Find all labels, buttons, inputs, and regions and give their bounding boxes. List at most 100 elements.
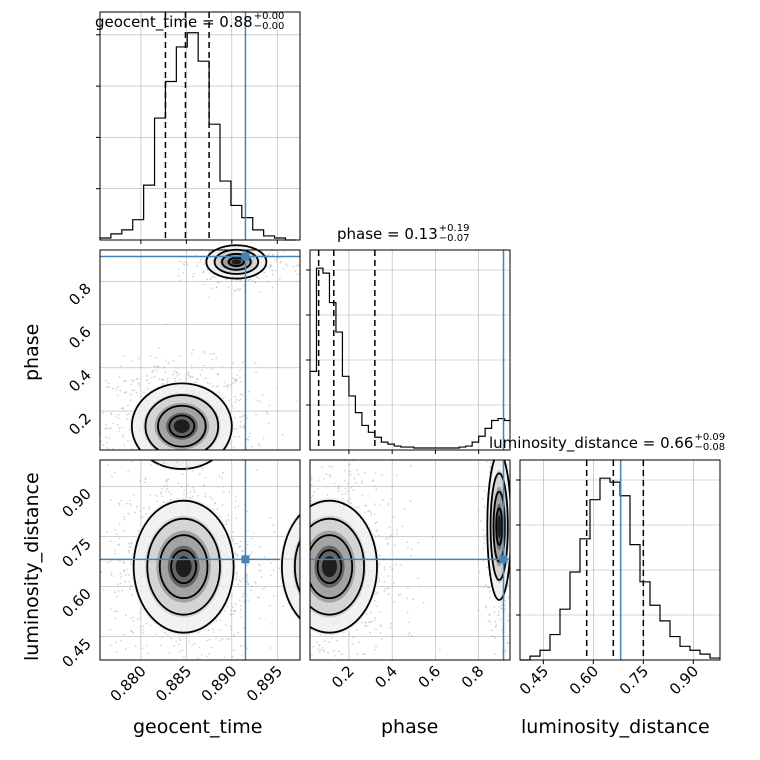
panel-phase-vs-geocent-time-point bbox=[153, 365, 156, 367]
panel-luminosity-distance-vs-geocent-time-point bbox=[132, 619, 135, 622]
panel-luminosity-distance-vs-geocent-time-point bbox=[226, 605, 229, 608]
panel-luminosity-distance-vs-geocent-time-point bbox=[128, 542, 131, 545]
panel-luminosity-distance-vs-geocent-time-contour-0-2 bbox=[158, 534, 209, 600]
panel-luminosity-distance-vs-phase-point bbox=[498, 606, 501, 608]
panel-phase-vs-geocent-time-point bbox=[202, 271, 205, 274]
panel-luminosity-distance-vs-phase-point bbox=[490, 462, 492, 465]
panel-phase-vs-geocent-time-point bbox=[120, 365, 122, 368]
panel-luminosity-distance-vs-phase-point bbox=[336, 639, 338, 642]
panel-phase-vs-geocent-time-point bbox=[239, 369, 241, 372]
panel-luminosity-distance-vs-geocent-time-point bbox=[236, 571, 239, 574]
panel-phase-vs-geocent-time-point bbox=[263, 271, 265, 274]
panel-luminosity-distance-vs-phase-point bbox=[491, 629, 493, 632]
panel-luminosity-distance-vs-geocent-time-point bbox=[246, 543, 249, 546]
panel-phase-vs-geocent-time-point bbox=[269, 264, 271, 267]
panel-phase-vs-geocent-time-point bbox=[105, 386, 108, 389]
panel-phase-vs-geocent-time-point bbox=[232, 382, 235, 385]
panel-luminosity-distance-vs-phase-point bbox=[376, 529, 379, 531]
panel-phase-vs-geocent-time-point bbox=[102, 444, 105, 446]
panel-phase-vs-geocent-time-point bbox=[255, 275, 257, 278]
panel-luminosity-distance-vs-phase-point bbox=[365, 622, 367, 624]
panel-luminosity-distance-vs-geocent-time-point bbox=[223, 609, 226, 612]
panel-luminosity-distance-vs-geocent-time-point bbox=[114, 549, 117, 552]
panel-luminosity-distance-vs-geocent-time-point bbox=[208, 638, 211, 641]
panel-luminosity-distance-vs-geocent-time-point bbox=[197, 657, 199, 660]
panel-luminosity-distance-vs-geocent-time-point bbox=[214, 502, 216, 505]
panel-luminosity-distance-vs-phase-point bbox=[386, 542, 389, 545]
panel-phase-vs-geocent-time-point bbox=[132, 380, 135, 382]
panel-luminosity-distance-vs-phase-point bbox=[350, 501, 352, 504]
panel-luminosity-distance-vs-phase-point bbox=[393, 582, 395, 584]
panel-luminosity-distance-vs-geocent-time-point bbox=[130, 617, 133, 620]
panel-luminosity-distance-vs-phase-point bbox=[403, 508, 406, 510]
panel-luminosity-distance-vs-phase-point bbox=[361, 482, 363, 485]
panel-luminosity-distance-vs-geocent-time-point bbox=[233, 649, 235, 651]
panel-luminosity-distance-vs-geocent-time-point bbox=[145, 622, 148, 625]
panel-luminosity-distance-vs-phase-point bbox=[407, 546, 409, 549]
panel-phase-vs-geocent-time-contour-0-3 bbox=[168, 414, 196, 438]
panel-phase-vs-geocent-time-point bbox=[251, 445, 253, 448]
ylabel-phase: phase bbox=[21, 323, 43, 381]
panel-luminosity-distance-vs-geocent-time-point bbox=[145, 513, 147, 516]
panel-luminosity-distance-vs-phase-point bbox=[375, 605, 378, 608]
panel-phase-vs-geocent-time-point bbox=[138, 384, 141, 387]
panel-phase-vs-geocent-time-point bbox=[107, 382, 110, 385]
panel-luminosity-distance-vs-geocent-time-point bbox=[215, 637, 218, 639]
panel-luminosity-distance-vs-geocent-time-point bbox=[127, 470, 129, 473]
panel-luminosity-distance-vs-geocent-time-point bbox=[134, 511, 136, 514]
panel-phase-vs-geocent-time-point bbox=[246, 417, 249, 420]
panel-phase-vs-geocent-time-point bbox=[203, 364, 206, 367]
panel-luminosity-distance-vs-geocent-time-point bbox=[198, 473, 201, 476]
panel-luminosity-distance-vs-phase-point bbox=[395, 529, 398, 531]
panel-luminosity-distance-vs-geocent-time-point bbox=[115, 533, 118, 536]
panel-phase-vs-geocent-time-point bbox=[222, 396, 225, 399]
panel-luminosity-distance-vs-geocent-time-point bbox=[119, 582, 122, 585]
panel-hist-luminosity-distance-frame bbox=[519, 459, 721, 661]
panel-phase-vs-geocent-time-point bbox=[233, 407, 235, 409]
panel-phase-vs-geocent-time-point bbox=[237, 288, 239, 290]
panel-luminosity-distance-vs-geocent-time-point bbox=[258, 563, 260, 566]
panel-luminosity-distance-vs-geocent-time-point bbox=[192, 488, 195, 491]
panel-luminosity-distance-vs-geocent-time-point bbox=[246, 579, 249, 582]
panel-luminosity-distance-vs-geocent-time-point bbox=[231, 530, 234, 533]
panel-luminosity-distance-vs-geocent-time-point bbox=[175, 640, 178, 643]
panel-luminosity-distance-vs-geocent-time-point bbox=[189, 491, 192, 494]
panel-luminosity-distance-vs-geocent-time-point bbox=[120, 576, 122, 578]
panel-luminosity-distance-vs-geocent-time-point bbox=[118, 504, 121, 506]
panel-luminosity-distance-vs-geocent-time-point bbox=[181, 473, 184, 475]
panel-luminosity-distance-vs-geocent-time-point bbox=[125, 648, 127, 651]
panel-phase-vs-geocent-time-point bbox=[121, 436, 124, 439]
panel-luminosity-distance-vs-phase-point bbox=[387, 502, 390, 505]
panel-luminosity-distance-vs-geocent-time-point bbox=[229, 625, 232, 628]
panel-phase-vs-geocent-time-point bbox=[179, 260, 182, 263]
panel-luminosity-distance-vs-geocent-time-point bbox=[123, 518, 126, 521]
panel-luminosity-distance-vs-geocent-time-point bbox=[167, 491, 170, 493]
panel-luminosity-distance-vs-phase-point bbox=[356, 468, 358, 471]
panel-luminosity-distance-vs-phase-point bbox=[355, 629, 358, 631]
panel-luminosity-distance-vs-phase-point bbox=[351, 643, 354, 645]
panel-luminosity-distance-vs-geocent-time-point bbox=[164, 631, 166, 634]
panel-luminosity-distance-vs-phase-point bbox=[349, 473, 352, 476]
panel-luminosity-distance-vs-phase-point bbox=[491, 635, 494, 637]
panel-luminosity-distance-vs-phase-point bbox=[317, 487, 319, 490]
panel-phase-vs-geocent-time-point bbox=[233, 427, 236, 430]
panel-luminosity-distance-vs-phase-point bbox=[485, 605, 487, 608]
panel-luminosity-distance-vs-geocent-time-point bbox=[216, 508, 219, 511]
panel-luminosity-distance-vs-phase-point bbox=[395, 563, 398, 566]
panel-luminosity-distance-vs-phase-point bbox=[507, 596, 510, 599]
panel-luminosity-distance-vs-geocent-time-point bbox=[136, 618, 139, 621]
panel-luminosity-distance-vs-geocent-time-point bbox=[242, 550, 245, 552]
panel-luminosity-distance-vs-phase-point bbox=[350, 486, 353, 489]
panel-luminosity-distance-vs-geocent-time-point bbox=[147, 652, 150, 655]
panel-phase-vs-geocent-time-point bbox=[187, 371, 190, 374]
panel-luminosity-distance-vs-geocent-time-point bbox=[178, 637, 181, 640]
panel-phase-vs-geocent-time-point bbox=[102, 412, 104, 414]
panel-luminosity-distance-vs-geocent-time-point bbox=[260, 569, 263, 571]
panel-phase-vs-geocent-time-point bbox=[218, 391, 221, 393]
panel-luminosity-distance-vs-geocent-time-point bbox=[115, 651, 118, 653]
panel-luminosity-distance-vs-geocent-time-point bbox=[235, 575, 238, 577]
panel-luminosity-distance-vs-geocent-time-point bbox=[183, 493, 185, 496]
panel-luminosity-distance-vs-geocent-time-point bbox=[148, 505, 151, 508]
panel-luminosity-distance-vs-geocent-time-point bbox=[166, 487, 169, 490]
xlabel-phase: phase bbox=[381, 716, 439, 738]
